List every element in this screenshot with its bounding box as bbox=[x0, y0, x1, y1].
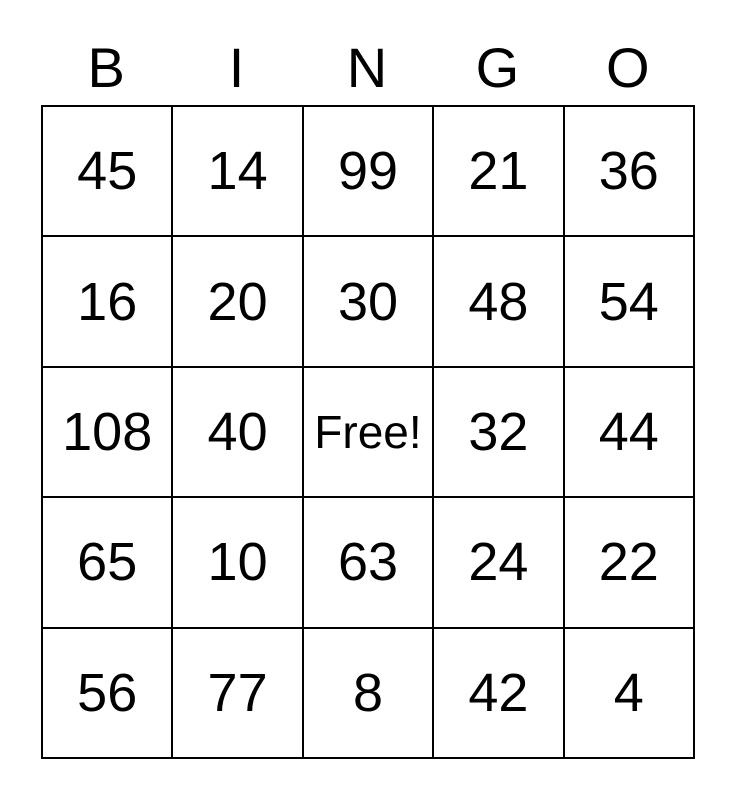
bingo-cell[interactable]: 16 bbox=[42, 236, 173, 367]
bingo-column-letter-i: I bbox=[228, 36, 245, 99]
bingo-cell[interactable]: 21 bbox=[433, 106, 564, 237]
bingo-cell[interactable]: 42 bbox=[433, 627, 564, 758]
bingo-cell[interactable]: 77 bbox=[172, 627, 303, 758]
bingo-cell[interactable]: 30 bbox=[302, 236, 434, 367]
bingo-cell[interactable]: 108 bbox=[42, 366, 173, 498]
bingo-cell[interactable]: 14 bbox=[172, 106, 303, 237]
bingo-cell[interactable]: 10 bbox=[172, 497, 303, 628]
bingo-cell[interactable]: 63 bbox=[302, 497, 434, 628]
bingo-column-letter-n: N bbox=[346, 36, 388, 99]
bingo-cell[interactable]: 22 bbox=[563, 497, 694, 628]
bingo-cell[interactable]: 20 bbox=[172, 236, 303, 367]
bingo-cell[interactable]: 36 bbox=[563, 106, 694, 237]
bingo-cell[interactable]: 48 bbox=[433, 236, 564, 367]
bingo-free-cell[interactable]: Free! bbox=[302, 366, 434, 498]
bingo-cell[interactable]: 40 bbox=[172, 366, 303, 498]
bingo-cell[interactable]: 4 bbox=[563, 627, 694, 758]
bingo-cell[interactable]: 44 bbox=[563, 366, 694, 498]
bingo-cell[interactable]: 24 bbox=[433, 497, 564, 628]
bingo-cell[interactable]: 56 bbox=[42, 627, 173, 758]
bingo-cell[interactable]: 99 bbox=[302, 106, 434, 237]
bingo-cell[interactable]: 54 bbox=[563, 236, 694, 367]
bingo-column-letter-o: O bbox=[605, 36, 650, 99]
bingo-column-letter-g: G bbox=[475, 36, 520, 99]
bingo-cell[interactable]: 32 bbox=[433, 366, 564, 498]
bingo-grid: 45 14 99 21 36 16 20 30 48 54 108 40 Free! 32 44 65 10 63… bbox=[41, 105, 695, 759]
bingo-cell[interactable]: 45 bbox=[42, 106, 173, 237]
bingo-cell[interactable]: 65 bbox=[42, 497, 173, 628]
bingo-cell[interactable]: 8 bbox=[302, 627, 434, 758]
bingo-column-letter-b: B bbox=[87, 36, 125, 99]
